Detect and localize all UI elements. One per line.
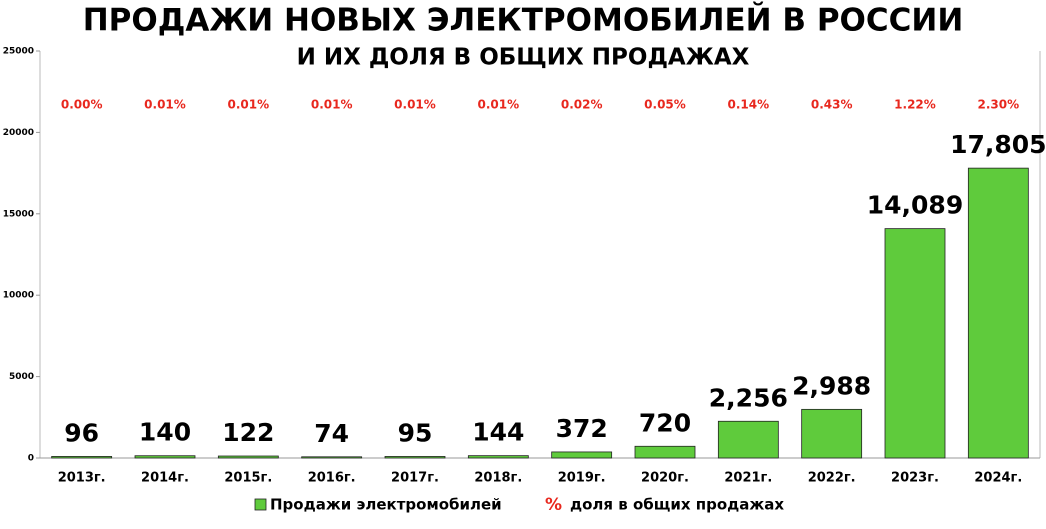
x-tick-label: 2013г.	[58, 471, 106, 486]
y-tick-label: 20000	[3, 128, 34, 138]
bar	[551, 451, 613, 459]
share-label: 1.22%	[894, 98, 936, 112]
x-tick-label: 2021г.	[724, 471, 772, 486]
value-label: 14,089	[867, 191, 963, 220]
value-label: 720	[639, 408, 691, 437]
share-label: 0.05%	[644, 98, 686, 112]
x-tick-label: 2017г.	[391, 471, 439, 486]
y-tick-label: 10000	[3, 291, 34, 301]
value-label: 122	[222, 418, 274, 447]
value-label: 144	[472, 418, 524, 447]
value-label: 372	[556, 414, 608, 443]
value-label: 95	[398, 418, 433, 447]
legend-marker: %	[545, 495, 562, 515]
value-label: 96	[64, 418, 99, 447]
y-tick-label: 0	[28, 454, 34, 464]
share-label: 0.01%	[311, 98, 353, 112]
bar	[467, 455, 529, 459]
legend-swatch	[254, 498, 267, 511]
y-tick-label: 15000	[3, 209, 34, 219]
share-label: 0.43%	[811, 98, 853, 112]
share-label: 0.01%	[394, 98, 436, 112]
share-label: 0.02%	[561, 98, 603, 112]
value-label: 17,805	[950, 130, 1046, 159]
x-tick-label: 2015г.	[224, 471, 272, 486]
value-label: 140	[139, 418, 191, 447]
bar	[884, 228, 946, 459]
x-tick-label: 2014г.	[141, 471, 189, 486]
bar	[801, 408, 863, 459]
x-tick-label: 2018г.	[474, 471, 522, 486]
legend-label: Продажи электромобилей	[270, 496, 502, 514]
y-tick-label: 25000	[3, 47, 34, 57]
share-label: 0.14%	[728, 98, 770, 112]
share-label: 0.01%	[228, 98, 270, 112]
legend-label: доля в общих продажах	[570, 496, 784, 514]
bar	[967, 167, 1029, 459]
x-tick-label: 2020г.	[641, 471, 689, 486]
bar	[634, 445, 696, 459]
x-tick-label: 2024г.	[974, 471, 1022, 486]
value-label: 74	[314, 419, 349, 448]
bar	[217, 455, 279, 459]
x-tick-label: 2023г.	[891, 471, 939, 486]
x-tick-label: 2016г.	[308, 471, 356, 486]
bar	[134, 455, 196, 459]
share-label: 0.00%	[61, 98, 103, 112]
y-tick-label: 5000	[9, 372, 34, 382]
x-tick-label: 2022г.	[808, 471, 856, 486]
bar	[717, 420, 779, 459]
value-label: 2,256	[709, 383, 788, 412]
share-label: 2.30%	[978, 98, 1020, 112]
bar	[301, 456, 363, 459]
share-label: 0.01%	[144, 98, 186, 112]
value-label: 2,988	[792, 371, 871, 400]
share-label: 0.01%	[478, 98, 520, 112]
x-tick-label: 2019г.	[558, 471, 606, 486]
chart-subtitle: И ИХ ДОЛЯ В ОБЩИХ ПРОДАЖАХ	[297, 45, 750, 71]
chart-title: ПРОДАЖИ НОВЫХ ЭЛЕКТРОМОБИЛЕЙ В РОССИИ	[83, 3, 964, 39]
bar	[384, 456, 446, 459]
bar	[51, 456, 113, 459]
